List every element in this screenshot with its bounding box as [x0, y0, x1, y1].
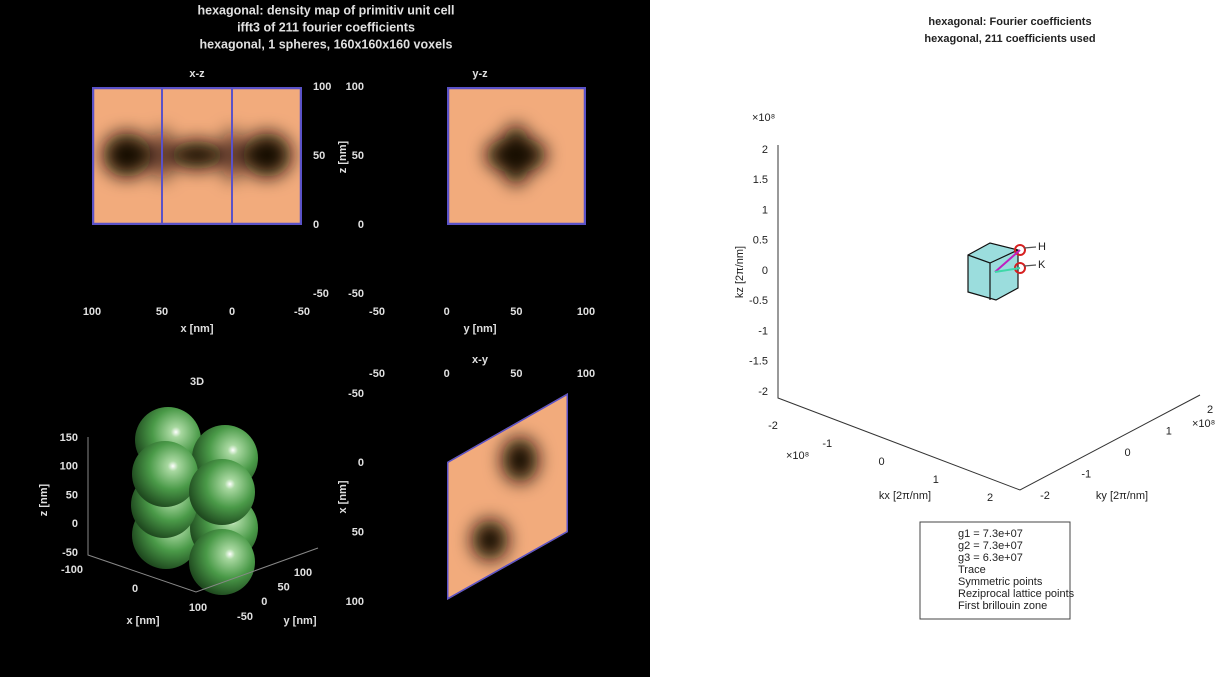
y-tick-label: -50	[313, 288, 329, 300]
x-tick-label: 1	[933, 474, 939, 486]
legend-box	[919, 521, 1071, 620]
x-tick-label: 0	[229, 306, 235, 318]
axis-box-3d	[87, 437, 319, 593]
z-tick-label: -2	[758, 386, 768, 398]
z-tick-label: 1	[762, 204, 768, 216]
y-axis-label: x [nm]	[337, 480, 349, 513]
x-tick-label: -100	[61, 564, 83, 576]
legend-label: g1 = 7.3e+07	[958, 528, 1023, 540]
y-tick-label: -50	[237, 611, 253, 623]
y-axis-label: ky [2π/nm]	[1096, 490, 1148, 502]
figure-title: ifft3 of 211 fourier coefficients	[237, 20, 415, 34]
x-tick-label: 0	[444, 306, 450, 318]
y-tick-label: 0	[358, 219, 364, 231]
figure-title: hexagonal, 1 spheres, 160x160x160 voxels	[200, 37, 453, 51]
panel-title: y-z	[472, 68, 488, 80]
z-tick-label: 0	[72, 518, 78, 530]
z-tick-label: -0.5	[749, 295, 768, 307]
z-tick-label: 0	[762, 265, 768, 277]
y-tick-label: 0	[358, 457, 364, 469]
x-tick-label: -50	[369, 306, 385, 318]
legend-label: Reziprocal lattice points	[958, 588, 1075, 600]
y-exponent: ×10⁸	[1192, 418, 1215, 430]
z-tick-label: -1.5	[749, 356, 768, 368]
x-exponent: ×10⁸	[786, 450, 809, 462]
x-tick-label: -50	[369, 368, 385, 380]
z-axis-label: kz [2π/nm]	[734, 246, 746, 298]
x-tick-label: 100	[83, 306, 101, 318]
y-tick-label: 50	[278, 582, 290, 594]
panel-title: 3D	[190, 376, 204, 388]
x-tick-label: 100	[577, 368, 595, 380]
panel-title: x-y	[472, 354, 489, 366]
z-tick-label: 100	[60, 461, 78, 473]
y-tick-label: -50	[348, 388, 364, 400]
x-tick-label: 0	[132, 583, 138, 595]
y-tick-label: 100	[294, 567, 312, 579]
x-axis-label: kx [2π/nm]	[879, 490, 931, 502]
x-tick-label: -50	[294, 306, 310, 318]
panel-title: x-z	[189, 68, 205, 80]
y-tick-label: -2	[1040, 490, 1050, 502]
y-tick-label: 100	[313, 81, 331, 93]
x-tick-label: 50	[510, 368, 522, 380]
sphere-group	[131, 407, 258, 595]
legend-label: g2 = 7.3e+07	[958, 540, 1023, 552]
y-tick-label: 50	[313, 150, 325, 162]
figure-title: hexagonal: density map of primitiv unit …	[198, 3, 455, 17]
y-tick-label: 0	[313, 219, 319, 231]
y-tick-label: 2	[1207, 404, 1213, 416]
z-exponent: ×10⁸	[752, 112, 775, 124]
legend-label: Symmetric points	[958, 576, 1043, 588]
z-tick-label: 150	[60, 432, 78, 444]
legend-label: Trace	[958, 564, 986, 576]
brillouin-zone	[967, 242, 1037, 301]
chart-title: hexagonal: Fourier coefficients	[928, 16, 1091, 28]
y-tick-label: -1	[1081, 468, 1091, 480]
x-tick-label: 50	[510, 306, 522, 318]
x-tick-label: 50	[156, 306, 168, 318]
x-axis-label: x [nm]	[127, 615, 160, 627]
y-tick-label: 1	[1166, 425, 1172, 437]
density-image	[447, 87, 586, 225]
x-tick-label: -1	[822, 438, 832, 450]
x-tick-label: 2	[987, 492, 993, 504]
legend-label: g3 = 6.3e+07	[958, 552, 1023, 564]
y-tick-label: 100	[346, 81, 364, 93]
annotation: K	[1038, 259, 1046, 271]
x-tick-label: -2	[768, 420, 778, 432]
left-figure: hexagonal: density map of primitiv unit …	[38, 3, 595, 627]
y-tick-label: 0	[1124, 447, 1130, 459]
z-tick-label: 2	[762, 144, 768, 156]
z-tick-label: 50	[66, 489, 78, 501]
y-axis-label: z [nm]	[337, 140, 349, 173]
x-axis-label: x [nm]	[181, 323, 214, 335]
z-tick-label: -1	[758, 325, 768, 337]
axis-box-3d	[777, 145, 1201, 491]
x-tick-label: 0	[878, 456, 884, 468]
x-tick-label: 0	[444, 368, 450, 380]
right-figure: hexagonal: Fourier coefficients hexagonal…	[734, 16, 1215, 620]
y-tick-label: 0	[261, 596, 267, 608]
density-image	[92, 87, 302, 225]
z-tick-label: -50	[62, 547, 78, 559]
legend-label: First brillouin zone	[958, 600, 1047, 612]
y-tick-label: 50	[352, 150, 364, 162]
y-axis-label: y [nm]	[284, 615, 317, 627]
z-axis-label: z [nm]	[38, 483, 50, 516]
x-axis-label: y [nm]	[464, 323, 497, 335]
annotation: H	[1038, 241, 1046, 253]
x-tick-label: 100	[189, 602, 207, 614]
y-tick-label: 50	[352, 527, 364, 539]
z-tick-label: 0.5	[753, 235, 768, 247]
x-tick-label: 100	[577, 306, 595, 318]
chart-title: hexagonal, 211 coefficients used	[924, 33, 1095, 45]
y-tick-label: -50	[348, 288, 364, 300]
y-tick-label: 100	[346, 596, 364, 608]
z-tick-label: 1.5	[753, 174, 768, 186]
